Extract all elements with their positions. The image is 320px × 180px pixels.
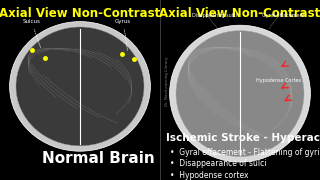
Text: Disappearing sulci: Disappearing sulci — [192, 13, 237, 18]
Ellipse shape — [10, 22, 150, 151]
Text: Hypodense Cortex: Hypodense Cortex — [256, 78, 301, 84]
Text: Gyrus: Gyrus — [115, 19, 131, 51]
Text: Axial View Non-Contrast: Axial View Non-Contrast — [0, 7, 161, 20]
Text: Axial View Non-Contrast: Axial View Non-Contrast — [159, 7, 320, 20]
Text: •  Hypodense cortex: • Hypodense cortex — [170, 171, 248, 180]
Text: Dr. NaviLearning Library: Dr. NaviLearning Library — [165, 56, 169, 106]
Ellipse shape — [176, 31, 304, 157]
Text: Normal Brain: Normal Brain — [42, 151, 154, 166]
Text: Sulcus: Sulcus — [22, 19, 41, 48]
Ellipse shape — [16, 27, 144, 146]
Text: •  Gyral effacement - Flattening of gyri: • Gyral effacement - Flattening of gyri — [170, 148, 319, 157]
Text: Gyral effacement: Gyral effacement — [262, 13, 305, 18]
Text: •  Disappearance of sulci: • Disappearance of sulci — [170, 159, 266, 168]
Ellipse shape — [170, 25, 310, 162]
Text: Ischemic Stroke - Hyperacute: Ischemic Stroke - Hyperacute — [166, 133, 320, 143]
